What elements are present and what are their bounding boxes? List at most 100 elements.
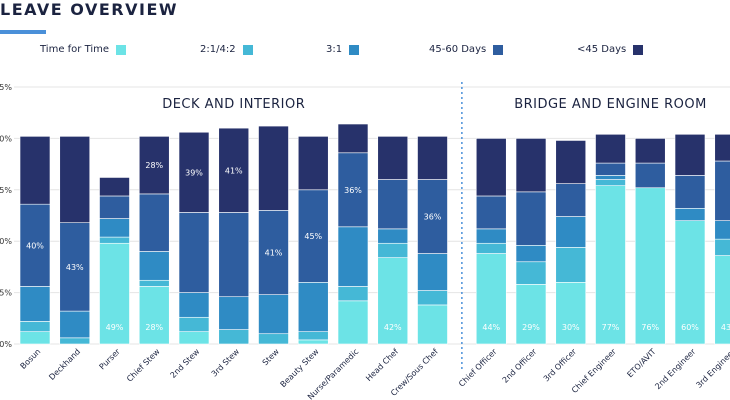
bar-segment <box>417 179 448 254</box>
data-label: 76% <box>641 323 659 332</box>
bar-segment <box>714 238 730 256</box>
bar-segment <box>297 339 329 345</box>
legend-item-2-1-4-2: 2:1/4:2 <box>200 44 253 55</box>
data-label: 42% <box>384 323 402 332</box>
bar-segment <box>555 140 587 184</box>
bar-segment <box>337 152 369 228</box>
bar-segment <box>417 253 448 291</box>
bar-segment <box>674 220 706 345</box>
x-tick-label: ETO/AVIT <box>625 347 657 379</box>
data-label: 29% <box>522 323 540 332</box>
bar-segment <box>297 331 329 341</box>
bar-segment <box>178 331 210 345</box>
bar-segment <box>555 216 587 248</box>
bar-segment <box>555 247 587 283</box>
bar-segment <box>99 242 130 345</box>
bar-segment <box>178 316 210 332</box>
data-label: 30% <box>562 323 580 332</box>
bar-segment <box>218 127 250 213</box>
y-tick-label: 100% <box>0 134 12 143</box>
bar-segment <box>337 226 369 287</box>
bar-segment <box>377 242 409 258</box>
bar-segment <box>595 185 626 345</box>
data-label: 43% <box>721 323 730 332</box>
data-label: 41% <box>265 249 283 258</box>
group-title-bridge-engine: BRIDGE AND ENGINE ROOM <box>514 97 707 112</box>
bar-segment <box>218 329 250 345</box>
group-title-deck-interior: DECK AND INTERIOR <box>162 97 305 112</box>
bar-segment <box>59 337 91 345</box>
data-label: 36% <box>344 186 362 195</box>
legend-item-45-60-days: 45-60 Days <box>429 44 504 55</box>
bar-segment <box>515 261 547 285</box>
bar-segment <box>297 136 329 191</box>
x-tick-label: Stew <box>261 347 282 368</box>
bar-segment <box>19 286 51 322</box>
legend-swatch <box>493 44 504 55</box>
bar-segment <box>297 189 329 283</box>
bar-segment <box>515 284 547 345</box>
legend-item-time-for-time: Time for Time <box>40 44 127 55</box>
bar-segment <box>674 208 706 221</box>
y-tick-label: 75% <box>0 186 12 195</box>
bar-segment <box>19 136 51 205</box>
y-tick-label: 25% <box>0 289 12 298</box>
bar-segment <box>19 321 51 332</box>
bar-segment <box>218 212 250 298</box>
data-label: 44% <box>482 323 500 332</box>
x-tick-label: 3rd Stew <box>210 347 242 379</box>
data-label: 41% <box>225 166 243 175</box>
data-label: 77% <box>602 323 620 332</box>
bar-segment <box>138 286 170 345</box>
bar-segment <box>555 282 587 345</box>
bar-segment <box>595 179 626 186</box>
x-tick-label: Bosun <box>19 347 43 371</box>
bar-segment <box>714 133 730 162</box>
bar-segment <box>515 245 547 263</box>
bar-segment <box>59 310 91 339</box>
legend-swatch <box>242 44 253 55</box>
data-label: 39% <box>185 168 203 177</box>
bar-segment <box>377 257 409 345</box>
y-tick-label: 50% <box>0 237 12 246</box>
bar-segment <box>99 177 130 197</box>
legend-label: 45-60 Days <box>429 44 487 55</box>
bar-segment <box>377 228 409 244</box>
data-label: 45% <box>304 232 322 241</box>
x-tick-label: 2nd Engineer <box>653 347 698 392</box>
legend-item-3-1: 3:1 <box>326 44 360 55</box>
data-label: 40% <box>26 241 44 250</box>
bar-segment <box>258 294 289 335</box>
legend-label: <45 Days <box>577 44 627 55</box>
legend-label: Time for Time <box>40 44 110 55</box>
bar-segment <box>714 160 730 221</box>
x-tick-label: Chief Officer <box>457 347 499 389</box>
bar-segment <box>138 279 170 287</box>
page-title: LEAVE OVERVIEW <box>0 0 179 19</box>
bar-segment <box>19 331 51 345</box>
bar-segment <box>337 286 369 302</box>
bar-segment <box>475 138 507 197</box>
bar-segment <box>634 162 666 189</box>
bar-segment <box>417 290 448 306</box>
y-tick-label: 125% <box>0 83 12 92</box>
legend-swatch <box>633 44 644 55</box>
title-underline <box>0 30 46 34</box>
bar-segment <box>634 187 666 345</box>
bar-segment <box>258 125 289 211</box>
bar-segment <box>99 195 130 219</box>
bar-segment <box>377 179 409 230</box>
bar-segment <box>475 228 507 244</box>
bar-segment <box>417 304 448 345</box>
bar-segment <box>417 136 448 180</box>
bar-segment <box>475 195 507 230</box>
data-label: 43% <box>66 263 84 272</box>
x-tick-label: 2nd Officer <box>501 347 539 385</box>
bar-segment <box>515 138 547 193</box>
bar-segment <box>99 218 130 238</box>
bar-segment <box>337 300 369 345</box>
x-tick-label: 3rd Engineer <box>694 347 730 390</box>
bar-segment <box>258 210 289 295</box>
data-label: 28% <box>145 323 163 332</box>
legend-swatch <box>349 44 360 55</box>
